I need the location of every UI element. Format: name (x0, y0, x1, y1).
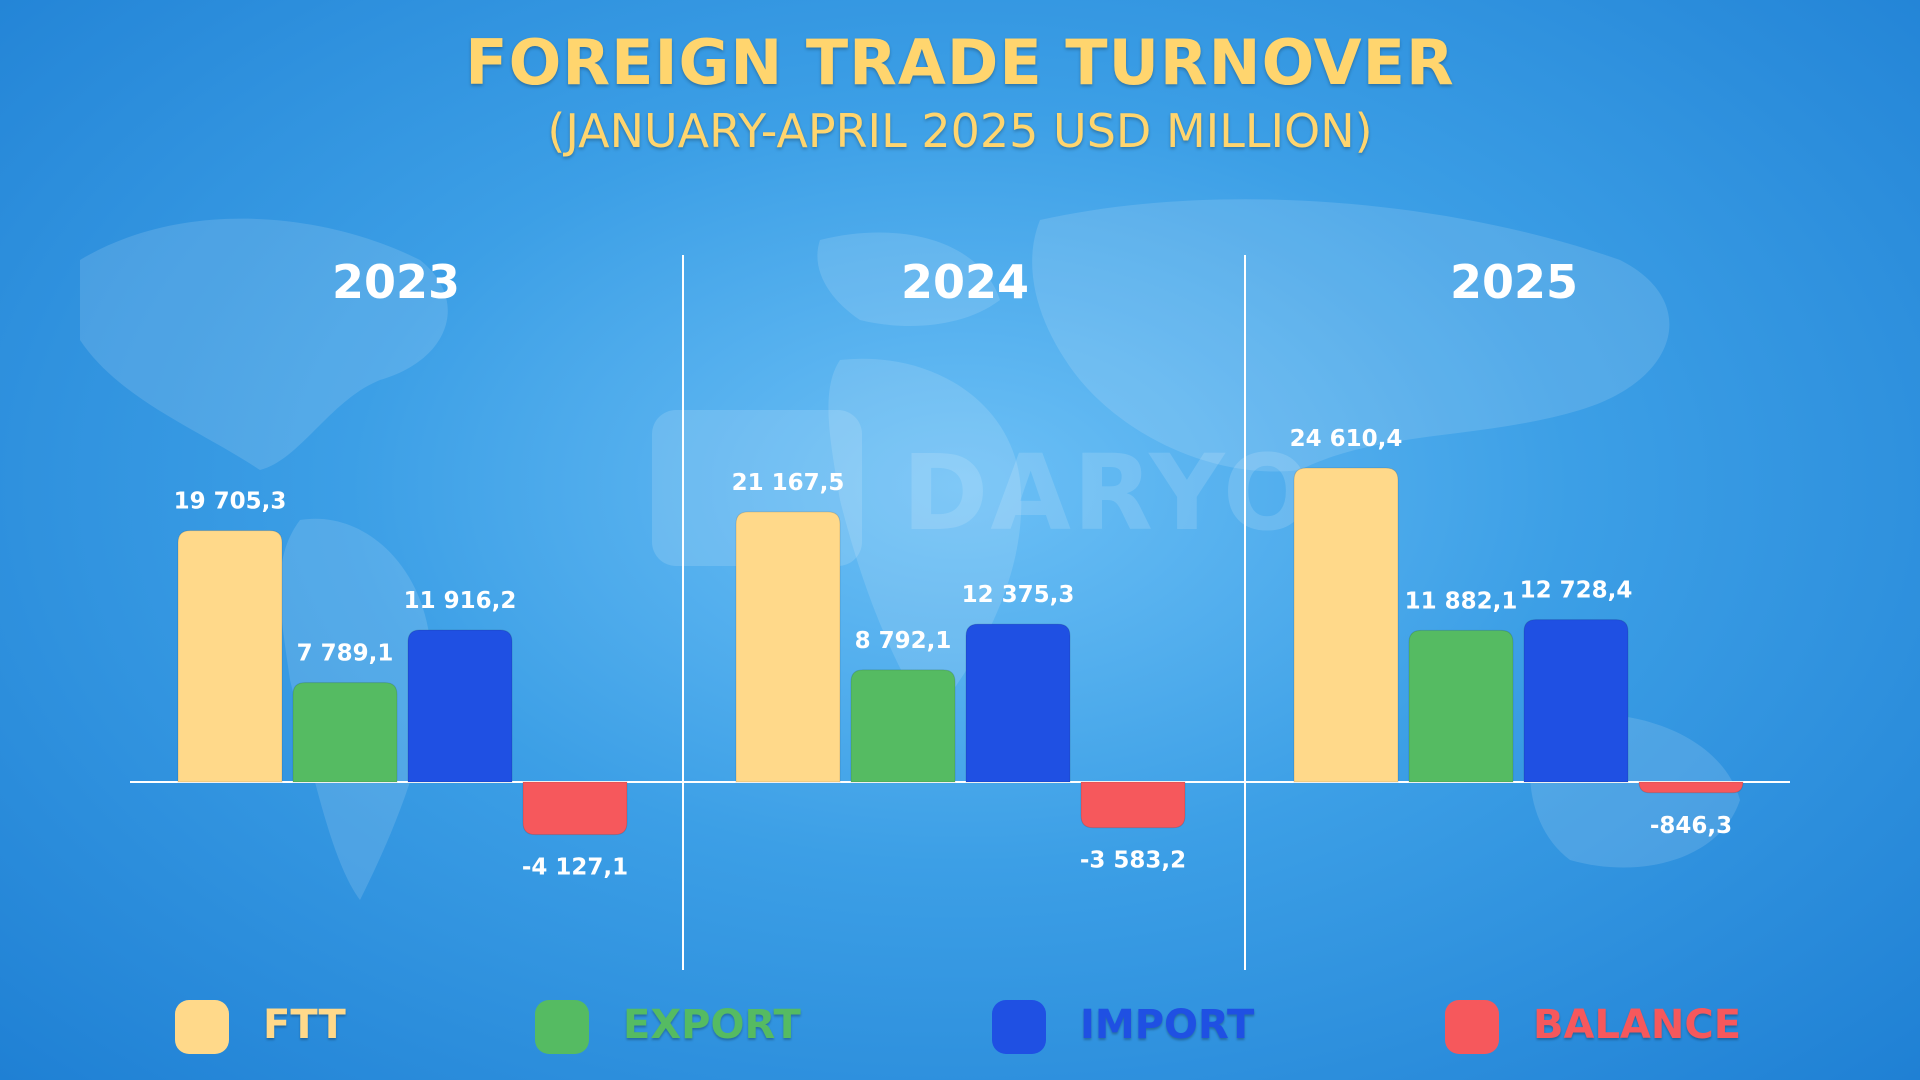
daryo-watermark: DARYO (652, 410, 1311, 570)
value-label-ftt-2025: 24 610,4 (1290, 426, 1403, 452)
value-label-balance-2024: -3 583,2 (1080, 848, 1186, 874)
bar-export-2025 (1408, 629, 1514, 783)
value-label-export-2023: 7 789,1 (297, 641, 394, 667)
value-label-ftt-2024: 21 167,5 (732, 470, 845, 496)
chart-title: FOREIGN TRADE TURNOVER (465, 26, 1455, 99)
value-label-export-2025: 11 882,1 (1405, 588, 1518, 614)
bar-import-2025 (1523, 619, 1629, 783)
bar-balance-2025 (1638, 781, 1744, 794)
bar-import-2023 (407, 629, 513, 783)
legend-swatch-ftt (175, 1000, 229, 1054)
legend-label-export: EXPORT (623, 1002, 801, 1048)
legend-swatch-balance (1445, 1000, 1499, 1054)
chart-subtitle: (JANUARY-APRIL 2025 USD MILLION) (547, 104, 1373, 158)
bar-ftt-2024 (735, 511, 841, 783)
legend-swatch-export (535, 1000, 589, 1054)
legend: FTT EXPORT IMPORT BALANCE (0, 996, 1920, 1056)
year-label-2023: 2023 (332, 255, 460, 309)
legend-label-import: IMPORT (1080, 1002, 1255, 1048)
value-label-export-2024: 8 792,1 (855, 628, 952, 654)
legend-swatch-import (992, 1000, 1046, 1054)
bar-balance-2023 (522, 781, 628, 836)
value-label-ftt-2023: 19 705,3 (174, 489, 287, 515)
value-label-balance-2023: -4 127,1 (522, 855, 628, 881)
watermark-text: DARYO (902, 432, 1314, 554)
bar-ftt-2025 (1293, 467, 1399, 783)
bar-import-2024 (965, 623, 1071, 783)
value-label-import-2025: 12 728,4 (1520, 578, 1633, 604)
bar-export-2023 (292, 682, 398, 783)
value-label-import-2023: 11 916,2 (404, 588, 517, 614)
legend-label-ftt: FTT (263, 1002, 346, 1048)
value-label-balance-2025: -846,3 (1650, 813, 1732, 839)
value-label-import-2024: 12 375,3 (962, 582, 1075, 608)
bar-export-2024 (850, 669, 956, 783)
bar-balance-2024 (1080, 781, 1186, 829)
legend-label-balance: BALANCE (1533, 1002, 1742, 1048)
year-label-2024: 2024 (901, 255, 1029, 309)
bar-ftt-2023 (177, 530, 283, 783)
year-label-2025: 2025 (1450, 255, 1578, 309)
bar-chart: 2023 19 705,3 7 789,1 11 916,2 -4 127,1 2024 2… (174, 255, 1744, 881)
